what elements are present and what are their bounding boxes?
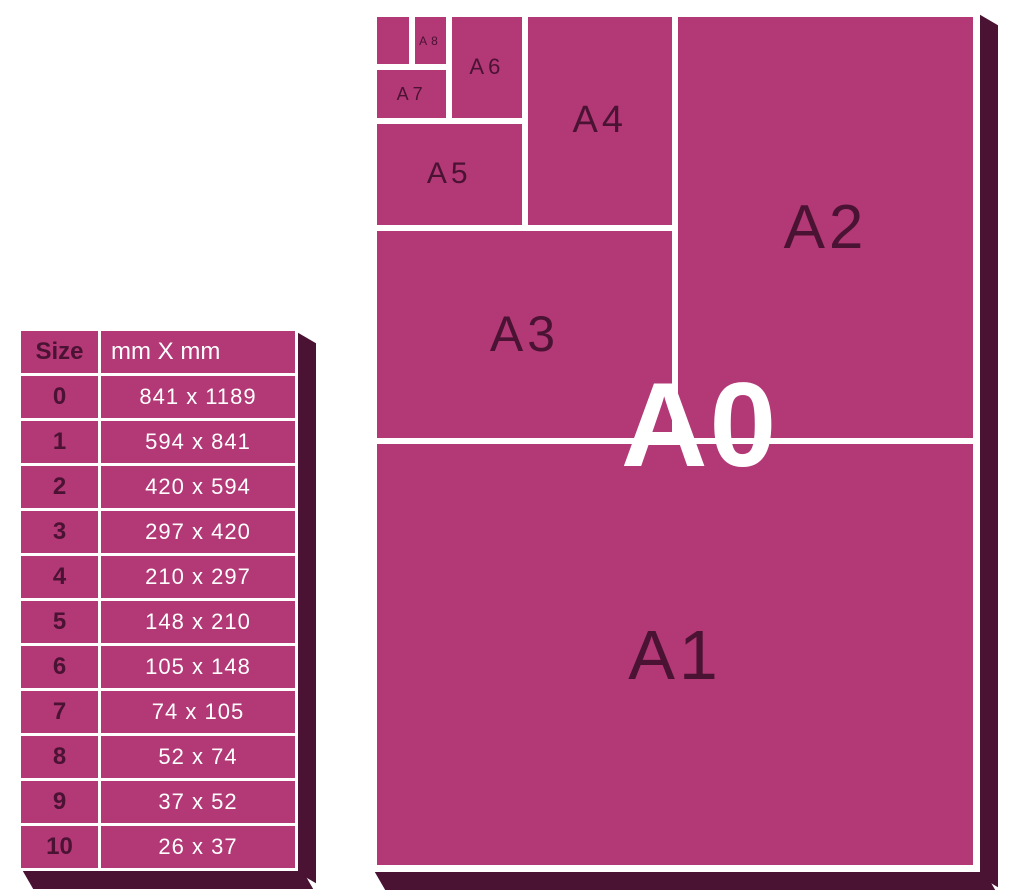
a0-center-label: A0 (621, 356, 778, 494)
panel-label: A3 (490, 305, 559, 363)
panel-a1: A1 (374, 441, 976, 868)
table-row: 774 x 105 (20, 690, 297, 735)
table-row: 5148 x 210 (20, 600, 297, 645)
panel-label: A7 (397, 84, 427, 105)
header-dim: mm X mm (100, 330, 297, 375)
table-3d-shadow-right (298, 333, 316, 883)
size-cell: 2 (20, 465, 100, 510)
panel-a8: A8 (412, 14, 450, 67)
dimension-cell: 74 x 105 (100, 690, 297, 735)
table-row: 0841 x 1189 (20, 375, 297, 420)
panel-a5: A5 (374, 121, 525, 228)
panel-label: A4 (573, 99, 627, 142)
table-row: 1594 x 841 (20, 420, 297, 465)
size-cell: 8 (20, 735, 100, 780)
size-cell: 1 (20, 420, 100, 465)
dimension-cell: 52 x 74 (100, 735, 297, 780)
table-row: 852 x 74 (20, 735, 297, 780)
paper-size-diagram-block: A0 A1 A2 A3 A4 A5 A6 A7 A8 (370, 10, 980, 872)
size-cell: 7 (20, 690, 100, 735)
table-row: 4210 x 297 (20, 555, 297, 600)
dimension-cell: 420 x 594 (100, 465, 297, 510)
header-size: Size (20, 330, 100, 375)
size-cell: 4 (20, 555, 100, 600)
panel-label: A6 (469, 54, 504, 80)
table-row: 937 x 52 (20, 780, 297, 825)
table-3d-shadow-bottom (23, 871, 313, 889)
size-cell: 0 (20, 375, 100, 420)
dimension-cell: 297 x 420 (100, 510, 297, 555)
size-cell: 10 (20, 825, 100, 870)
table-row: 6105 x 148 (20, 645, 297, 690)
diagram-3d-shadow-bottom (375, 872, 995, 890)
size-cell: 5 (20, 600, 100, 645)
panel-a9 (374, 14, 412, 67)
size-table-block: Size mm X mm 0841 x 11891594 x 8412420 x… (18, 328, 298, 871)
size-cell: 3 (20, 510, 100, 555)
panel-label: A5 (427, 157, 472, 191)
dimension-cell: 210 x 297 (100, 555, 297, 600)
panel-label: A2 (784, 192, 868, 263)
paper-size-table: Size mm X mm 0841 x 11891594 x 8412420 x… (18, 328, 298, 871)
table-row: 2420 x 594 (20, 465, 297, 510)
size-cell: 9 (20, 780, 100, 825)
table-header-row: Size mm X mm (20, 330, 297, 375)
panel-label: A1 (628, 615, 722, 695)
dimension-cell: 26 x 37 (100, 825, 297, 870)
panel-label: A8 (419, 34, 442, 48)
panel-a4: A4 (525, 14, 676, 228)
panel-a7: A7 (374, 67, 449, 120)
dimension-cell: 37 x 52 (100, 780, 297, 825)
panel-a6: A6 (449, 14, 524, 121)
dimension-cell: 594 x 841 (100, 420, 297, 465)
a0-sheet: A0 A1 A2 A3 A4 A5 A6 A7 A8 (370, 10, 980, 872)
table-row: 3297 x 420 (20, 510, 297, 555)
diagram-3d-shadow-right (980, 15, 998, 887)
table-row: 1026 x 37 (20, 825, 297, 870)
dimension-cell: 148 x 210 (100, 600, 297, 645)
size-cell: 6 (20, 645, 100, 690)
dimension-cell: 841 x 1189 (100, 375, 297, 420)
dimension-cell: 105 x 148 (100, 645, 297, 690)
